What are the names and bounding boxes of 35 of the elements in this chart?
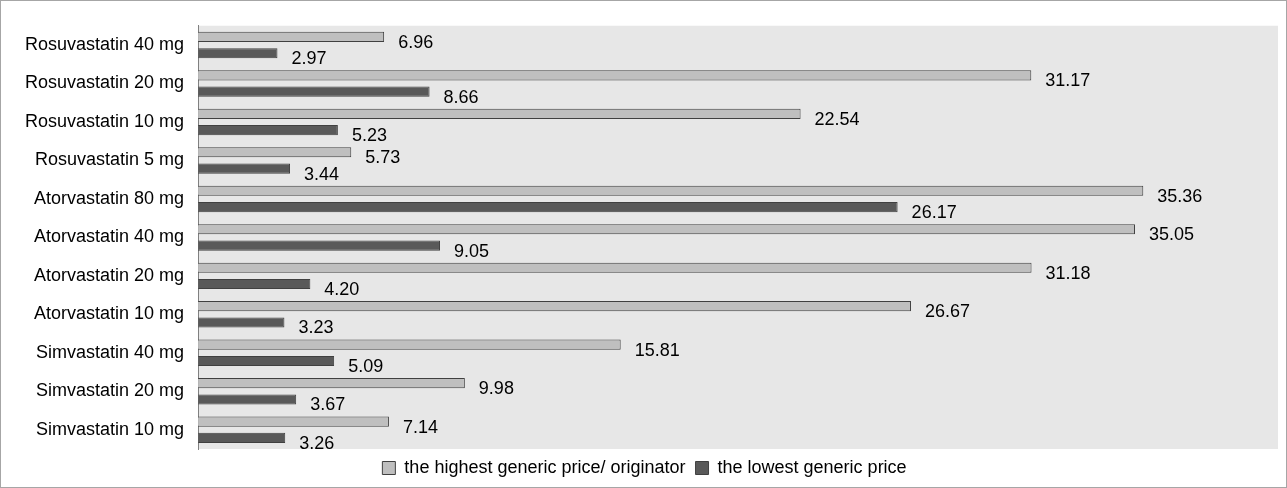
legend-label: the lowest generic price: [717, 456, 907, 477]
y-tick-label: Atorvastatin 40 mg: [34, 226, 185, 247]
data-label: 22.54: [814, 108, 860, 129]
data-label: 3.26: [299, 432, 335, 453]
data-label: 4.20: [324, 279, 360, 300]
y-tick-label: Simvastatin 20 mg: [36, 380, 185, 401]
y-tick-label: Simvastatin 10 mg: [36, 418, 185, 439]
data-label: 9.05: [453, 240, 490, 261]
data-label: 26.17: [911, 202, 957, 223]
legend-label: the highest generic price/ originator: [404, 456, 686, 477]
data-label: 26.67: [924, 301, 971, 322]
data-label: 31.18: [1045, 262, 1091, 283]
data-label: 2.97: [291, 48, 327, 69]
data-label: 15.81: [634, 339, 680, 360]
y-tick-label: Atorvastatin 20 mg: [34, 264, 185, 285]
y-tick-label: Rosuvastatin 40 mg: [24, 34, 185, 55]
data-label: 8.66: [443, 86, 479, 107]
data-label: 6.96: [398, 31, 434, 52]
data-label: 5.73: [365, 147, 401, 168]
y-tick-label: Rosuvastatin 20 mg: [24, 72, 185, 93]
y-tick-label: Simvastatin 40 mg: [36, 341, 185, 362]
data-label: 3.44: [304, 163, 340, 184]
data-label: 5.23: [351, 125, 387, 146]
y-tick-label: Atorvastatin 80 mg: [34, 187, 185, 208]
y-tick-label: Rosuvastatin 10 mg: [24, 110, 185, 131]
data-label: 3.67: [310, 394, 346, 415]
data-label: 5.09: [348, 355, 384, 376]
y-tick-label: Rosuvastatin 5 mg: [35, 149, 185, 170]
data-label: 35.05: [1148, 224, 1195, 245]
data-label: 7.14: [402, 416, 438, 437]
data-label: 35.36: [1157, 185, 1203, 206]
data-label: 31.17: [1045, 70, 1091, 91]
y-tick-label: Atorvastatin 10 mg: [34, 303, 185, 324]
data-label: 3.23: [298, 317, 334, 338]
data-label: 9.98: [478, 378, 514, 399]
